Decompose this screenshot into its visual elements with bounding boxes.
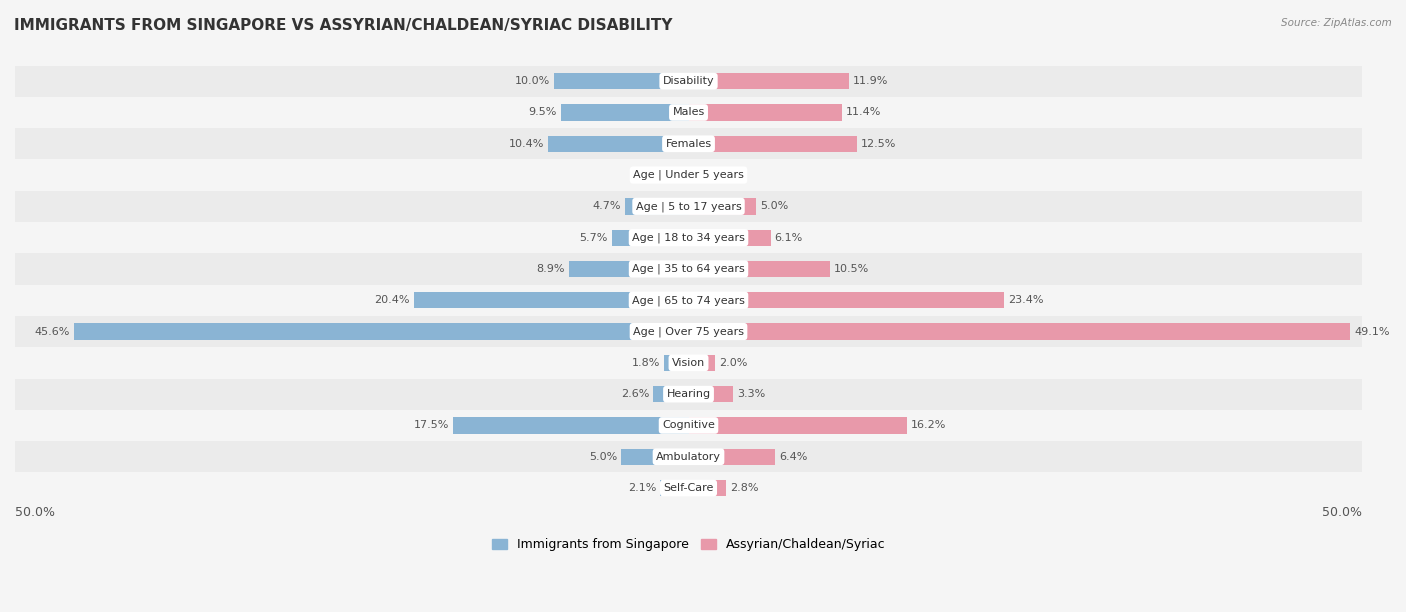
Text: 49.1%: 49.1% (1354, 327, 1389, 337)
Bar (689, 198, 756, 214)
Bar (621, 449, 689, 465)
Bar (561, 104, 689, 121)
Text: 50.0%: 50.0% (1322, 506, 1362, 519)
Bar (75, 323, 689, 340)
Bar (15, 128, 1362, 159)
Bar (568, 261, 689, 277)
Bar (15, 191, 1362, 222)
Text: Source: ZipAtlas.com: Source: ZipAtlas.com (1281, 18, 1392, 28)
Bar (689, 261, 830, 277)
Text: 6.1%: 6.1% (775, 233, 803, 243)
Text: IMMIGRANTS FROM SINGAPORE VS ASSYRIAN/CHALDEAN/SYRIAC DISABILITY: IMMIGRANTS FROM SINGAPORE VS ASSYRIAN/CH… (14, 18, 672, 34)
Legend: Immigrants from Singapore, Assyrian/Chaldean/Syriac: Immigrants from Singapore, Assyrian/Chal… (486, 534, 890, 556)
Text: Age | 65 to 74 years: Age | 65 to 74 years (633, 295, 745, 305)
Text: Disability: Disability (662, 76, 714, 86)
Bar (15, 472, 1362, 504)
Text: 2.0%: 2.0% (720, 358, 748, 368)
Bar (689, 480, 727, 496)
Text: Hearing: Hearing (666, 389, 710, 399)
Text: 2.6%: 2.6% (621, 389, 650, 399)
Bar (689, 386, 733, 402)
Text: Age | 18 to 34 years: Age | 18 to 34 years (633, 233, 745, 243)
Bar (15, 378, 1362, 410)
Text: 45.6%: 45.6% (35, 327, 70, 337)
Text: 5.0%: 5.0% (589, 452, 617, 462)
Text: Females: Females (665, 139, 711, 149)
Text: 5.7%: 5.7% (579, 233, 607, 243)
Text: 2.8%: 2.8% (730, 483, 759, 493)
Bar (689, 323, 1350, 340)
Bar (15, 347, 1362, 378)
Bar (654, 386, 689, 402)
Text: 9.5%: 9.5% (529, 108, 557, 118)
Bar (15, 65, 1362, 97)
Text: 17.5%: 17.5% (413, 420, 449, 430)
Text: 50.0%: 50.0% (15, 506, 55, 519)
Text: 11.9%: 11.9% (853, 76, 889, 86)
Text: 2.1%: 2.1% (628, 483, 657, 493)
Text: Vision: Vision (672, 358, 706, 368)
Text: 1.1%: 1.1% (707, 170, 735, 180)
Text: 20.4%: 20.4% (374, 295, 409, 305)
Bar (689, 167, 703, 183)
Bar (626, 198, 689, 214)
Text: 23.4%: 23.4% (1008, 295, 1043, 305)
Bar (453, 417, 689, 433)
Bar (15, 97, 1362, 128)
Bar (689, 417, 907, 433)
Text: Self-Care: Self-Care (664, 483, 714, 493)
Text: 10.0%: 10.0% (515, 76, 550, 86)
Text: 11.4%: 11.4% (846, 108, 882, 118)
Bar (689, 136, 856, 152)
Bar (689, 355, 716, 371)
Text: Ambulatory: Ambulatory (657, 452, 721, 462)
Bar (689, 73, 849, 89)
Text: 1.8%: 1.8% (631, 358, 661, 368)
Text: Cognitive: Cognitive (662, 420, 716, 430)
Bar (689, 449, 775, 465)
Text: 12.5%: 12.5% (860, 139, 896, 149)
Bar (689, 292, 1004, 308)
Bar (673, 167, 689, 183)
Text: Age | 35 to 64 years: Age | 35 to 64 years (633, 264, 745, 274)
Text: 10.4%: 10.4% (509, 139, 544, 149)
Text: 16.2%: 16.2% (911, 420, 946, 430)
Bar (548, 136, 689, 152)
Bar (15, 410, 1362, 441)
Text: 10.5%: 10.5% (834, 264, 869, 274)
Bar (661, 480, 689, 496)
Bar (15, 222, 1362, 253)
Bar (15, 316, 1362, 347)
Bar (664, 355, 689, 371)
Text: 4.7%: 4.7% (593, 201, 621, 211)
Bar (15, 441, 1362, 472)
Text: 5.0%: 5.0% (759, 201, 789, 211)
Text: 8.9%: 8.9% (536, 264, 565, 274)
Text: Age | Under 5 years: Age | Under 5 years (633, 170, 744, 181)
Text: Age | 5 to 17 years: Age | 5 to 17 years (636, 201, 741, 212)
Text: Males: Males (672, 108, 704, 118)
Bar (689, 104, 842, 121)
Bar (15, 159, 1362, 191)
Bar (15, 253, 1362, 285)
Bar (413, 292, 689, 308)
Text: 6.4%: 6.4% (779, 452, 807, 462)
Text: 1.1%: 1.1% (641, 170, 669, 180)
Bar (612, 230, 689, 246)
Bar (689, 230, 770, 246)
Text: Age | Over 75 years: Age | Over 75 years (633, 326, 744, 337)
Text: 3.3%: 3.3% (737, 389, 765, 399)
Bar (15, 285, 1362, 316)
Bar (554, 73, 689, 89)
